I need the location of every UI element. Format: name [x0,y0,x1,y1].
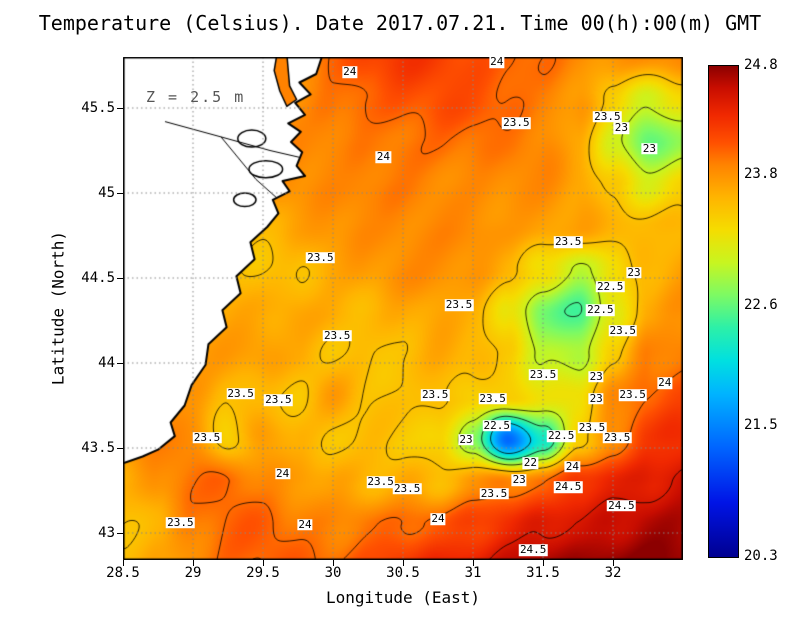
contour-label: 24 [430,512,446,526]
contour-label: 23 [511,473,527,487]
x-axis-title: Longitude (East) [325,588,481,607]
contour-label: 22.5 [586,303,615,317]
contour-label: 22 [522,456,539,470]
contour-label: 23.5 [618,388,647,402]
x-tick-label: 29.5 [246,565,280,581]
contour-label: 23 [613,121,630,135]
contour-label: 23.5 [553,235,583,249]
y-tick-mark [117,278,123,279]
x-tick-label: 31 [464,565,482,581]
x-tick-mark [543,560,544,566]
depth-annotation: Z = 2.5 m [146,88,246,106]
contour-label: 24 [564,459,581,473]
contour-label: 23.5 [226,386,255,400]
colorbar-tick-label: 23.8 [744,166,778,183]
contour-label: 24 [657,376,673,390]
colorbar-tick-label: 20.3 [744,548,778,564]
y-tick-label: 43 [98,525,115,541]
contour-label: 23.5 [479,487,509,501]
contour-label: 23.5 [602,431,632,445]
x-tick-mark [613,560,614,566]
contour-label: 23 [626,266,642,280]
contour-label: 24 [297,517,313,531]
colorbar-tick-label: 22.6 [744,297,778,314]
contour-label: 23 [458,432,474,446]
contour-label: 24 [274,466,291,480]
contour-label: 23.5 [502,116,531,130]
contour-label: 23.5 [166,516,195,530]
x-tick-label: 32 [604,565,622,581]
x-tick-mark [263,560,264,566]
contour-label: 23.5 [478,391,507,405]
contour-label: 24 [375,150,392,164]
y-tick-mark [117,533,123,534]
y-tick-label: 45 [98,185,115,201]
colorbar [708,65,739,558]
contour-label: 23.5 [306,250,335,264]
x-tick-mark [333,560,334,566]
x-tick-label: 30 [324,565,342,581]
x-tick-label: 31.5 [526,565,560,581]
contour-label: 24.5 [553,480,583,494]
contour-label: 23.5 [366,475,395,489]
contour-label: 23.5 [577,420,607,434]
contour-label: 22.5 [595,279,625,293]
contour-label: 24 [342,65,358,79]
contour-label: 24.5 [607,499,636,513]
contour-label: 23.5 [420,388,450,402]
contour-label: 23 [588,391,604,405]
contour-label: 23.5 [608,323,638,337]
x-tick-label: 29 [184,565,202,581]
y-tick-mark [117,363,123,364]
contour-label: 22.5 [482,419,512,433]
x-tick-mark [473,560,474,566]
x-tick-mark [193,560,194,566]
x-tick-mark [123,560,124,566]
contour-label: 23.5 [593,109,622,123]
x-tick-label: 30.5 [386,565,420,581]
y-axis-title: Latitude (North) [48,230,68,386]
y-tick-label: 44 [98,355,115,371]
x-tick-label: 28.5 [106,565,140,581]
y-tick-mark [117,108,123,109]
contour-label: 23.5 [444,298,474,312]
x-tick-mark [403,560,404,566]
colorbar-tick-label: 24.8 [744,57,778,73]
y-tick-mark [117,448,123,449]
contour-label: 23 [588,369,604,383]
colorbar-tick-label: 21.5 [744,417,778,434]
contour-label: 23.5 [192,431,222,445]
contour-label: 23 [641,142,658,156]
chart-title: Temperature (Celsius). Date 2017.07.21. … [38,11,762,35]
contour-label: 23.5 [322,329,352,343]
contour-label: 23.5 [392,482,422,496]
contour-label: 24 [489,55,505,69]
y-tick-label: 43.5 [81,440,115,456]
contour-label: 23.5 [264,393,293,407]
contour-label: 23.5 [528,368,558,382]
contour-label: 22.5 [546,429,576,443]
contour-label: 24.5 [518,543,548,557]
y-tick-label: 44.5 [81,270,115,286]
y-tick-mark [117,193,123,194]
y-tick-label: 45.5 [81,100,115,116]
